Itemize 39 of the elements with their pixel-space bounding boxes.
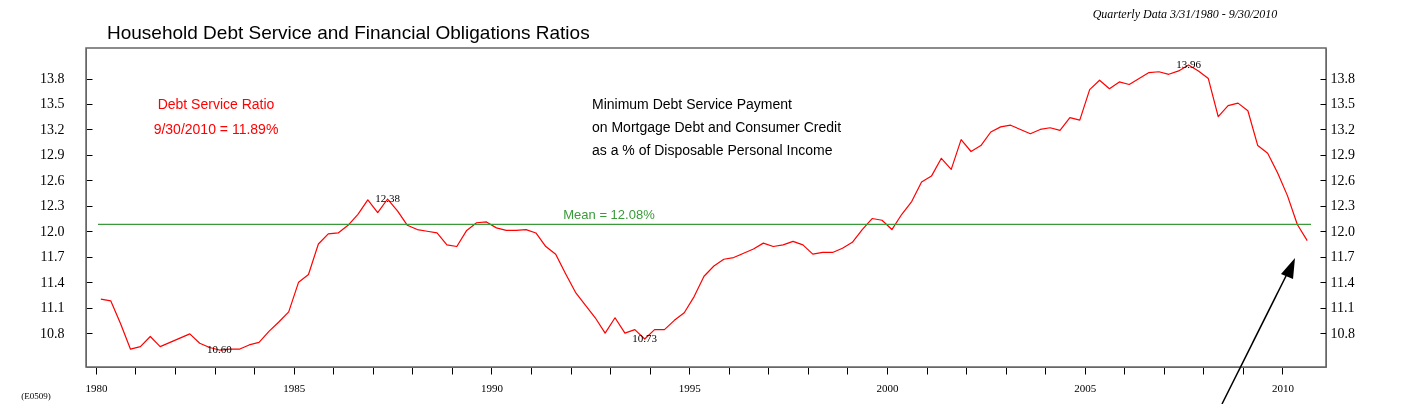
y-tick-label: 10.8 [40,325,65,341]
annotation: Minimum Debt Service Payment on Mortgage Debt and Consumer Credit as a % of Disposable Personal Income [592,96,842,158]
y-tick-label: 11.1 [40,300,65,316]
text: Quarterly Data 3/31/1980 - 9/30/2010 [1092,7,1278,21]
x-tick-label: 2010 [1271,381,1295,394]
y2-tick-label: 13.2 [1330,121,1355,137]
x-tick-label: 1990 [480,381,504,394]
y2-tick-label: 11.4 [1330,274,1355,290]
annotation: 10.73 [632,332,658,344]
x-tick-label: 1985 [283,381,306,394]
y2-tick-label: 12.9 [1330,147,1355,163]
y-tick-label: 13.2 [40,121,65,137]
y-tick-label: 12.6 [40,172,65,188]
x-tick-label: 1980 [85,381,108,394]
text: Debt Service Ratio [157,96,275,112]
y-tick-label: 13.8 [40,71,65,87]
y2-tick-label: 13.5 [1330,96,1355,112]
y2-tick-label: 12.6 [1330,172,1355,188]
y2-tick-label: 13.8 [1330,71,1355,87]
y-tick-label: 12.0 [40,223,65,239]
chart-title: Household Debt Service and Financial Obligations Ratios [107,22,590,43]
text: (E0509) [21,391,51,401]
y2-tick-label: 12.3 [1330,198,1355,214]
annotation: 12.38 [375,192,401,205]
x-tick-label: 1995 [678,381,702,394]
ref-line-label: Mean = 12.08% [563,207,656,223]
y-tick-label: 13.5 [40,96,65,112]
y2-tick-label: 11.1 [1330,300,1355,316]
y-tick-label: 12.9 [40,147,65,163]
y-tick-label: 11.7 [40,249,65,265]
y-tick-label: 11.4 [40,274,65,290]
y2-tick-label: 10.8 [1330,325,1355,341]
y2-tick-label: 12.0 [1330,223,1355,239]
x-tick-label: 2005 [1074,381,1097,394]
x-tick-label: 2000 [876,381,899,394]
annotation: 9/30/2010 = 11.89% [153,121,279,137]
y-tick-label: 12.3 [40,198,65,214]
y2-tick-label: 11.7 [1330,249,1355,265]
annotation: 13.96 [1176,57,1202,70]
